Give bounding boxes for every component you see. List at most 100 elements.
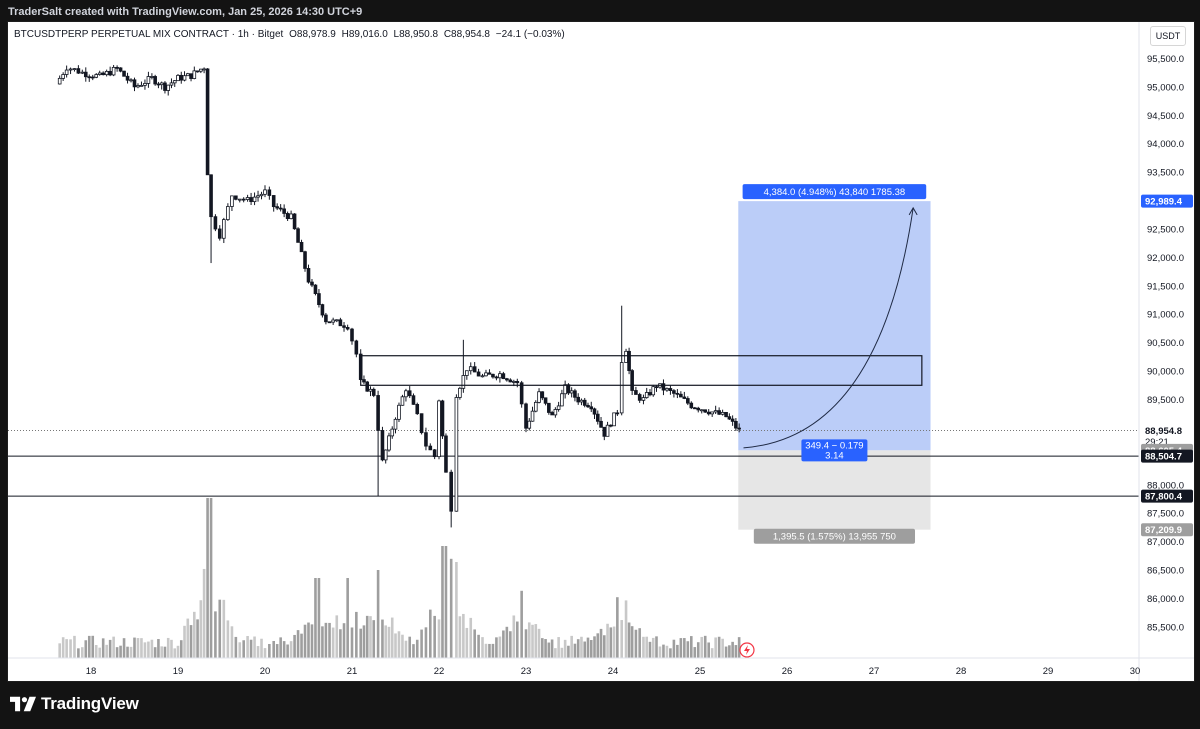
- volume-bar: [390, 617, 394, 658]
- ohlc-open: O88,978.9: [289, 29, 336, 40]
- symbol-header: BTCUSDTPERP PERPETUAL MIX CONTRACT · 1h …: [14, 29, 568, 40]
- candle-body: [595, 413, 600, 422]
- position-center-stats-line1: 349.4 − 0.179: [805, 440, 863, 451]
- volume-bar: [238, 642, 242, 658]
- volume-bar: [69, 639, 72, 658]
- volume-bar: [115, 647, 119, 658]
- candle-body: [83, 71, 88, 78]
- candle-body: [256, 195, 260, 198]
- volume-bar: [122, 638, 126, 658]
- volume-bar: [498, 636, 502, 658]
- volume-bar: [65, 639, 68, 658]
- volume-bar: [246, 636, 249, 658]
- candle-body: [634, 390, 638, 395]
- projection-arrow: [743, 207, 914, 449]
- y-tick-label: 87,500.0: [1147, 509, 1184, 520]
- y-tick-label: 91,000.0: [1147, 310, 1184, 321]
- volume-bar: [524, 629, 528, 658]
- x-tick-label: 18: [86, 666, 97, 677]
- position-center-stats-bg: [801, 439, 868, 462]
- candle-body: [512, 380, 516, 383]
- volume-bar: [275, 644, 279, 658]
- volume-bar: [58, 643, 61, 658]
- volume-bar: [420, 629, 423, 658]
- volume-bar: [77, 648, 80, 658]
- y-tick-label: 92,500.0: [1147, 224, 1184, 235]
- candle-body: [289, 213, 293, 220]
- volume-bar: [580, 636, 583, 658]
- candle-body: [550, 412, 554, 416]
- volume-bar: [583, 641, 587, 658]
- level-price-tag-bg: [1141, 449, 1193, 463]
- y-tick-label: 94,000.0: [1147, 139, 1184, 150]
- volume-bar: [256, 646, 260, 658]
- candle-body: [390, 428, 395, 437]
- candle-body: [615, 412, 620, 415]
- candle-body: [342, 325, 346, 328]
- candle-body: [122, 70, 126, 77]
- volume-bar: [81, 647, 84, 658]
- candle-body: [172, 80, 177, 84]
- volume-bar: [563, 639, 567, 658]
- volume-bar: [242, 640, 245, 658]
- volume-bar: [328, 622, 331, 658]
- volume-bar: [662, 644, 665, 658]
- volume-bar: [728, 645, 731, 658]
- volume-bar: [173, 648, 177, 658]
- volume-bar: [469, 617, 473, 658]
- candle-body: [166, 84, 171, 91]
- volume-bar: [160, 646, 163, 658]
- currency-button[interactable]: USDT: [1150, 26, 1186, 46]
- volume-bar: [296, 630, 300, 658]
- volume-bar: [387, 626, 391, 658]
- candle-body: [724, 411, 728, 418]
- volume-bar: [444, 546, 448, 658]
- volume-bar: [372, 620, 376, 658]
- candle-body: [209, 174, 213, 218]
- candle-body: [185, 73, 190, 77]
- candle-body: [689, 402, 694, 409]
- candle-body: [230, 195, 234, 207]
- volume-bar: [199, 600, 203, 658]
- candle-body: [397, 404, 401, 420]
- volume-bar: [263, 648, 267, 658]
- volume-bar: [693, 647, 697, 658]
- y-tick-label: 92,000.0: [1147, 253, 1184, 264]
- candle-body: [686, 398, 690, 404]
- candle-body: [111, 66, 116, 76]
- candle-body: [515, 380, 520, 384]
- candle-body: [573, 390, 577, 398]
- volume-bar: [570, 635, 573, 658]
- level-price-tag-bg: [1141, 489, 1193, 503]
- volume-bar: [307, 622, 310, 658]
- candle-body: [437, 400, 441, 458]
- volume-bar: [91, 635, 95, 658]
- y-tick-label: 90,000.0: [1147, 367, 1184, 378]
- candle-body: [90, 76, 95, 79]
- volume-bar: [397, 631, 401, 658]
- volume-bar: [105, 644, 108, 658]
- volume-bar: [734, 645, 738, 658]
- volume-bar: [547, 642, 551, 658]
- candle-body: [179, 74, 184, 81]
- candle-body: [64, 69, 69, 75]
- volume-bar: [630, 626, 634, 658]
- candle-body: [296, 228, 300, 243]
- tradingview-logo-icon: [10, 696, 36, 712]
- candle-body: [605, 424, 610, 437]
- volume-bar: [136, 638, 140, 658]
- volume-bar: [462, 613, 465, 658]
- volume-bar: [737, 637, 741, 658]
- volume-bar: [616, 597, 619, 658]
- candle-body: [637, 394, 642, 401]
- volume-bar: [624, 600, 628, 658]
- candle-body: [125, 75, 130, 81]
- candle-body: [519, 382, 524, 405]
- volume-bar: [458, 616, 462, 658]
- price-chart[interactable]: 4,384.0 (4.948%) 43,840 1785.38 1,395.5 (…: [8, 22, 1194, 681]
- volume-bar: [707, 642, 710, 658]
- chart-panel[interactable]: 4,384.0 (4.948%) 43,840 1785.38 1,395.5 (…: [7, 21, 1195, 682]
- volume-bar: [537, 628, 541, 658]
- stop-stats-label-bg: [753, 528, 916, 544]
- volume-bar: [222, 599, 226, 658]
